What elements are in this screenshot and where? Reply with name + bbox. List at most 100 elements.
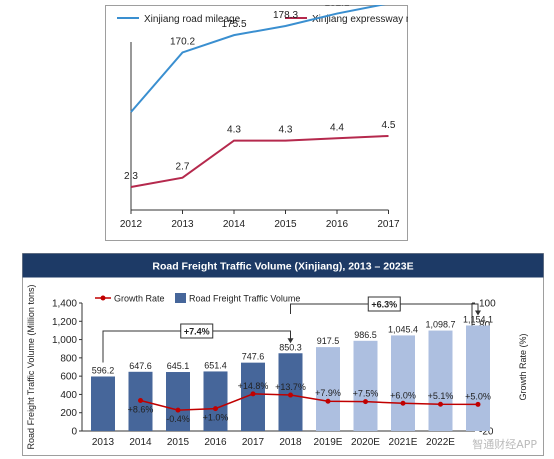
cagr-annotations: +7.4% +6.3% [102, 296, 481, 363]
cagr-arrowhead [287, 338, 294, 344]
data-label: 175.5 [221, 19, 246, 30]
right-tick-label: 100 [479, 299, 496, 310]
growth-label: +14.8% [238, 381, 269, 391]
bar-value-label: 651.4 [204, 360, 227, 370]
left-tick-label: 1,200 [52, 317, 77, 328]
legend-label-volume: Road Freight Traffic Volume [189, 294, 300, 304]
growth-label: +6.0% [390, 390, 416, 400]
legend-label-1: Xinjiang expressway mileage [312, 14, 408, 25]
bar-value-label: 1,098.7 [425, 320, 455, 330]
x-tick-label: 2014 [129, 437, 152, 448]
right-tick-label: 80 [479, 320, 491, 331]
growth-point [363, 399, 368, 405]
series-line-0 [130, 5, 386, 113]
bar-value-label: 1,045.4 [388, 324, 418, 334]
x-tick-label: 2018 [279, 437, 302, 448]
growth-label: +8.6% [128, 404, 154, 414]
bar-value-label: 747.6 [242, 352, 265, 362]
cagr-box [367, 296, 401, 312]
bar-value-label: 647.6 [129, 361, 152, 371]
growth-point [288, 392, 293, 398]
growth-point [400, 400, 406, 406]
bar [353, 340, 378, 431]
freight-bars: 596.2 647.6 645.1 651.4 747.6 850.3 917.5 986.5… [91, 314, 493, 431]
growth-point [138, 397, 143, 403]
x-tick-label: 2022E [426, 437, 455, 448]
growth-point [325, 398, 331, 404]
growth-label: +5.1% [428, 391, 454, 401]
left-tick-label: 1,400 [52, 299, 77, 310]
x-tick-label: 2016 [326, 219, 349, 230]
road-mileage-chart: Xinjiang road mileage Xinjiang expressway… [105, 5, 408, 241]
x-tick-label: 2015 [274, 219, 297, 230]
bar-value-label: 1,154.1 [463, 314, 493, 324]
bar [428, 330, 453, 431]
x-tick-label: 2021E [389, 437, 418, 448]
left-axis-title: Road Freight Traffic Volume (Million ton… [26, 285, 36, 450]
bar-value-label: 645.1 [167, 361, 190, 371]
left-tick-label: 400 [60, 390, 77, 401]
growth-point [213, 406, 218, 412]
x-tick-label: 2019E [314, 437, 343, 448]
watermark: 智通财经APP [472, 437, 537, 451]
left-tick-label: 800 [60, 353, 77, 364]
bar [466, 325, 490, 431]
bar [166, 372, 190, 431]
bar-value-label: 850.3 [279, 342, 302, 352]
cagr-label: +6.3% [371, 300, 397, 310]
x-tick-label: 2016 [204, 437, 227, 448]
data-label: 2.3 [124, 171, 138, 182]
freight-volume-chart: Road Freight Traffic Volume (Xinjiang), … [22, 253, 544, 456]
x-tick-label: 2015 [167, 437, 190, 448]
legend-label-0: Xinjiang road mileage [144, 14, 241, 25]
x-tick-label: 2013 [171, 219, 194, 230]
cagr-label: +7.4% [184, 327, 210, 337]
growth-point [250, 391, 256, 397]
growth-line-path [140, 393, 479, 411]
growth-label: +13.7% [275, 382, 306, 392]
growth-point [475, 401, 481, 407]
growth-point [175, 407, 181, 413]
x-tick-label: 2017 [377, 219, 400, 230]
bar [278, 353, 303, 431]
cagr-arrowhead [475, 310, 481, 316]
legend-label-growth: Growth Rate [114, 294, 165, 304]
legend-marker-growth [100, 295, 106, 301]
data-label: 4.3 [227, 125, 241, 136]
right-axis-title: Growth Rate (%) [518, 333, 528, 400]
left-tick-label: 600 [60, 372, 77, 383]
growth-point [438, 401, 443, 407]
growth-label: +5.0% [465, 391, 491, 401]
bar [391, 335, 415, 431]
cagr-box [180, 323, 214, 339]
growth-label: +1.0% [203, 413, 229, 423]
left-tick-label: 1,000 [52, 335, 77, 346]
data-label: 182.1 [324, 5, 349, 9]
chart-title: Road Freight Traffic Volume (Xinjiang), … [152, 261, 413, 273]
growth-label: +7.9% [315, 388, 341, 398]
x-tick-label: 2013 [92, 437, 115, 448]
bar-value-label: 917.5 [317, 336, 340, 346]
series-line-1 [130, 134, 389, 188]
chart-title-bar [22, 253, 544, 278]
bar [91, 376, 115, 431]
freight-legend: Growth Rate Road Freight Traffic Volume [95, 293, 300, 304]
bar [203, 371, 228, 431]
data-label: 4.3 [279, 125, 293, 136]
x-tick-label: 2012 [120, 219, 143, 230]
bar-value-label: 986.5 [354, 330, 377, 340]
legend-swatch-volume [175, 293, 186, 303]
left-tick-label: 0 [71, 427, 77, 438]
left-tick-label: 200 [60, 408, 77, 419]
data-label: 2.7 [176, 162, 190, 173]
x-tick-label: 2017 [242, 437, 265, 448]
bar-value-label: 596.2 [92, 365, 115, 375]
x-tick-label: 2014 [223, 219, 246, 230]
x-tick-label: 2020E [351, 437, 380, 448]
data-label: 4.5 [382, 120, 396, 131]
growth-line: +8.6% -0.4% +1.0% +14.8% +13.7% +7.9% +7.5% +6.… [128, 381, 491, 424]
growth-label: +7.5% [353, 389, 379, 399]
road-mileage-axes: 2012 2013 2014 2015 2016 2017 [120, 42, 400, 230]
data-label: 170.2 [170, 36, 195, 47]
bar [316, 347, 340, 431]
